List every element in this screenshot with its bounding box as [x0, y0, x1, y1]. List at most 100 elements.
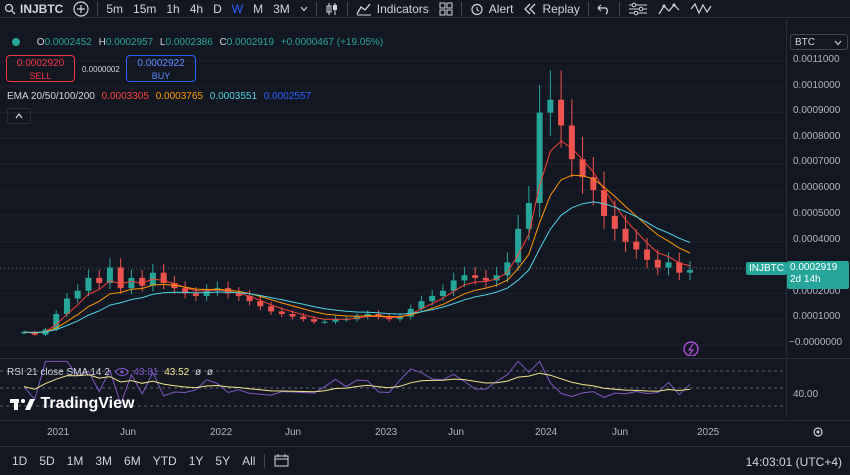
range-1d[interactable]: 1D: [12, 454, 28, 468]
candle-body: [611, 215, 618, 229]
candle-body: [482, 277, 489, 281]
open-label: O: [36, 37, 45, 48]
candle-body: [235, 293, 242, 296]
chevron-down-icon: [300, 6, 308, 11]
ema-legend: EMA 20/50/100/200 0.0003305 0.0003765 0.…: [7, 91, 311, 102]
candle-body: [128, 277, 135, 289]
collapse-legend-button[interactable]: [7, 108, 31, 124]
ema20-line: [23, 140, 691, 334]
time-tick: 2024: [535, 427, 558, 438]
interval-4h[interactable]: 4h: [189, 1, 204, 16]
ema100-line: [23, 201, 691, 333]
range-all[interactable]: All: [242, 454, 256, 468]
buy-price: 0.0002922: [137, 58, 185, 69]
chart-type-button[interactable]: [320, 0, 344, 18]
add-symbol-button[interactable]: [68, 0, 94, 18]
candle-body: [665, 262, 672, 268]
change-value: +0.0000467 (+19.05%): [280, 37, 384, 48]
range-1y[interactable]: 1Y: [188, 454, 204, 468]
time-tick: 2021: [47, 427, 70, 438]
go-to-date-button[interactable]: [268, 453, 296, 470]
compare-button[interactable]: [653, 0, 685, 18]
separator: [460, 1, 462, 16]
interval-dropdown[interactable]: [295, 0, 313, 18]
settings-button[interactable]: [623, 0, 653, 18]
range-6m[interactable]: 6M: [124, 454, 141, 468]
price-tick: 0.0006000: [793, 182, 841, 193]
rsi-na-value: ø: [206, 367, 214, 378]
bar-countdown: 2d 14h: [790, 274, 821, 285]
rsi-pane[interactable]: RSI 21 close SMA 14 2 43.81 43.52 ø ø Tr…: [0, 358, 786, 418]
candle-body: [407, 308, 414, 317]
time-axis[interactable]: 2021 Jun 2022 Jun 2023 Jun 2024 Jun 2025: [0, 420, 850, 444]
rsi-tick: 40.00: [793, 389, 819, 400]
rsi-sma-line: [23, 372, 691, 393]
rsi-na-value: ø: [195, 367, 202, 378]
candle-body: [289, 314, 296, 317]
price-chart[interactable]: [0, 19, 786, 356]
last-price-value: 0.0002919: [790, 262, 838, 273]
candle-body: [450, 280, 457, 291]
alert-button[interactable]: Alert: [465, 0, 519, 18]
interval-1h[interactable]: 1h: [166, 1, 180, 16]
price-axis[interactable]: BTC 0.0011000 0.0010000 0.0009000 0.0008…: [786, 19, 850, 356]
sell-button[interactable]: 0.0002920 SELL: [6, 55, 75, 82]
price-tick: 0.0010000: [793, 80, 841, 91]
buy-button[interactable]: 0.0002922 BUY: [126, 55, 196, 82]
candle-body: [568, 125, 575, 160]
rsi-axis[interactable]: 40.00: [786, 358, 850, 418]
range-5y[interactable]: 5Y: [215, 454, 231, 468]
candle-body: [579, 159, 586, 178]
flash-icon[interactable]: [683, 341, 699, 356]
tradingview-logo: TradingView: [10, 395, 134, 413]
alert-label: Alert: [488, 1, 514, 16]
separator: [587, 1, 589, 16]
indicators-button[interactable]: Indicators: [351, 0, 434, 18]
range-ytd[interactable]: YTD: [152, 454, 177, 468]
candle-body: [472, 275, 479, 278]
range-5d[interactable]: 5D: [39, 454, 55, 468]
indicators-icon: [356, 3, 371, 15]
replay-label: Replay: [542, 1, 580, 16]
price-tick: 0.0009000: [793, 105, 841, 116]
range-1m[interactable]: 1M: [66, 454, 84, 468]
low-label: L: [159, 37, 166, 48]
templates-button[interactable]: [434, 0, 458, 18]
clock[interactable]: 14:03:01 (UTC+4): [745, 455, 842, 469]
more-tools-button[interactable]: [685, 0, 717, 18]
interval-5m[interactable]: 5m: [106, 1, 124, 16]
price-tick: 0.0001000: [793, 311, 841, 322]
rsi-sma-value: 43.52: [164, 367, 190, 378]
interval-3m[interactable]: 3M: [273, 1, 290, 16]
candle-body: [160, 272, 167, 284]
symbol-search[interactable]: INJBTC: [0, 0, 68, 18]
candle-body: [439, 290, 446, 296]
range-3m[interactable]: 3M: [95, 454, 113, 468]
candle-body: [74, 290, 81, 299]
candle-body: [429, 295, 436, 302]
candle-body: [85, 277, 92, 291]
ohlc-legend: O0.0002452 H0.0002957 L0.0002386 C0.0002…: [12, 37, 383, 48]
rsi-chart[interactable]: [0, 359, 786, 419]
interval-15m[interactable]: 15m: [133, 1, 157, 16]
interval-m[interactable]: M: [253, 1, 264, 16]
ema100-value: 0.0003551: [209, 91, 258, 102]
candles-icon: [326, 2, 337, 15]
main-chart-pane[interactable]: O0.0002452 H0.0002957 L0.0002386 C0.0002…: [0, 19, 786, 356]
symbol-name: INJBTC: [20, 1, 64, 16]
separator: [264, 454, 266, 468]
ema-title: EMA 20/50/100/200: [7, 91, 95, 102]
undo-button[interactable]: [592, 0, 616, 18]
currency-selector[interactable]: BTC: [790, 34, 848, 50]
interval-w[interactable]: W: [231, 1, 244, 16]
replay-button[interactable]: Replay: [518, 0, 584, 18]
eye-icon[interactable]: [115, 367, 129, 377]
symbol-badge: INJBTC: [746, 262, 787, 275]
interval-d[interactable]: D: [213, 1, 222, 16]
rsi-legend: RSI 21 close SMA 14 2 43.81 43.52 ø ø: [7, 367, 213, 378]
sell-label: SELL: [29, 71, 52, 81]
high-value: 0.0002957: [105, 37, 154, 48]
close-label: C: [219, 37, 227, 48]
chart-settings-button[interactable]: [812, 426, 824, 441]
visibility-dot-icon[interactable]: [12, 38, 20, 47]
